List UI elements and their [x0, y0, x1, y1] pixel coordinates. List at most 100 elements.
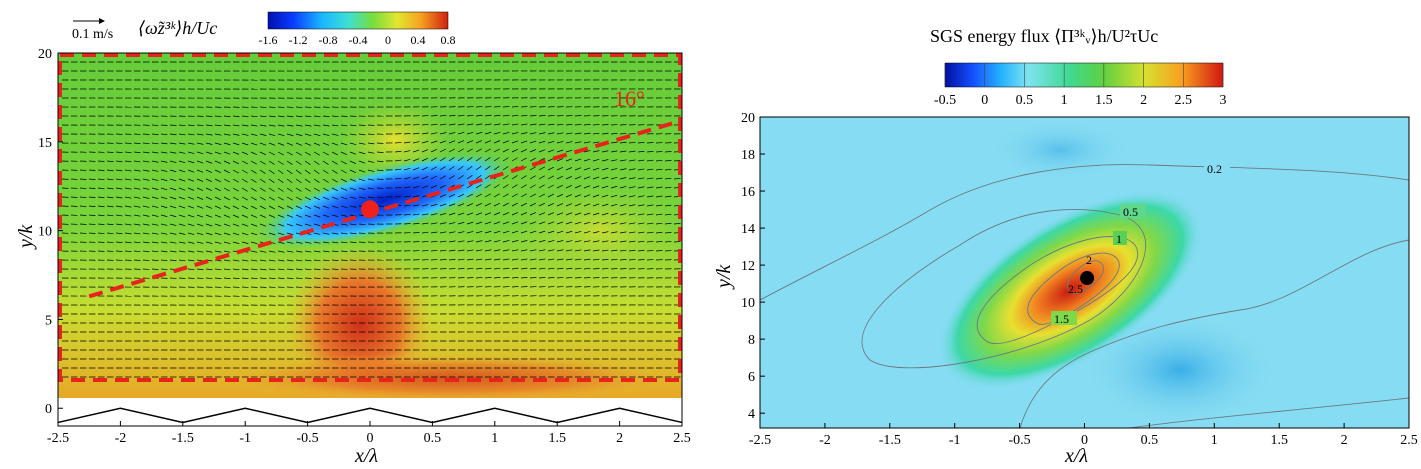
x-tick-label: 2 [616, 431, 623, 446]
velocity-vector [493, 123, 501, 126]
velocity-vector [241, 169, 248, 174]
velocity-vector [592, 124, 600, 126]
velocity-vector [205, 133, 213, 136]
velocity-vector [493, 212, 501, 216]
velocity-vector [232, 259, 240, 262]
velocity-vector [295, 187, 302, 192]
velocity-vector [88, 232, 96, 234]
velocity-vector [124, 142, 132, 144]
left-y-axis-label: y/k [15, 224, 37, 250]
velocity-vector [331, 196, 339, 200]
velocity-vector [295, 259, 303, 262]
velocity-vector [556, 123, 564, 126]
velocity-vector [88, 178, 96, 180]
colorbar-tick-label: 0 [385, 33, 391, 47]
velocity-vector [619, 249, 627, 252]
velocity-vector [295, 277, 303, 279]
velocity-vector [628, 168, 636, 171]
velocity-vector [484, 123, 492, 126]
velocity-vector [295, 115, 303, 118]
velocity-vector [574, 258, 582, 261]
velocity-vector [151, 241, 159, 244]
velocity-vector [421, 132, 429, 135]
velocity-vector [133, 142, 141, 144]
velocity-vector [421, 185, 429, 189]
velocity-vector [106, 160, 114, 162]
velocity-vector [160, 223, 168, 226]
velocity-vector [574, 277, 582, 279]
velocity-vector [331, 187, 339, 192]
velocity-vector [547, 115, 555, 117]
velocity-vector [304, 223, 312, 227]
velocity-vector [205, 142, 213, 145]
velocity-vector [547, 258, 555, 261]
velocity-vector [475, 157, 482, 162]
velocity-vector [619, 240, 627, 243]
velocity-vector [628, 159, 636, 162]
velocity-vector [331, 259, 339, 261]
velocity-vector [106, 214, 114, 217]
velocity-vector [286, 133, 294, 137]
velocity-vector [304, 151, 311, 156]
velocity-vector [340, 169, 347, 174]
velocity-vector [619, 204, 627, 207]
velocity-vector [169, 259, 177, 262]
velocity-vector [241, 133, 249, 136]
contour-label-25: 2.5 [1068, 282, 1083, 296]
velocity-vector [484, 148, 491, 153]
velocity-vector [412, 158, 420, 162]
velocity-vector [646, 240, 654, 243]
velocity-vector [619, 231, 627, 234]
velocity-vector [412, 241, 420, 243]
velocity-vector [583, 141, 591, 144]
velocity-vector [466, 140, 474, 144]
velocity-vector [322, 214, 330, 218]
contour-label-05: 0.5 [1123, 205, 1138, 219]
velocity-vector [331, 124, 339, 127]
velocity-vector [574, 185, 582, 189]
velocity-vector [124, 223, 132, 226]
velocity-vector [340, 151, 348, 155]
velocity-vector [502, 240, 510, 243]
velocity-vector [430, 213, 438, 216]
velocity-vector [205, 214, 213, 218]
velocity-vector [187, 196, 195, 200]
velocity-vector [88, 214, 96, 216]
velocity-vector [259, 124, 267, 127]
velocity-vector [439, 157, 446, 162]
velocity-vector [268, 169, 275, 174]
velocity-vector [430, 185, 438, 189]
left-panel: 0.1 m/s ⟨ω̃z³ᵏ⟩h/Uc -1.6 -1.2 -0.8 -0.4 0 0.4… [15, 11, 691, 467]
velocity-vector [475, 202, 483, 207]
velocity-vector [232, 178, 239, 183]
velocity-vector [268, 250, 276, 253]
velocity-vector [313, 205, 321, 209]
velocity-vector [187, 133, 195, 136]
velocity-vector [583, 258, 591, 261]
velocity-vector [340, 214, 348, 217]
velocity-vector [331, 241, 339, 244]
velocity-vector [106, 205, 114, 208]
velocity-vector [511, 267, 519, 270]
velocity-vector [115, 151, 123, 153]
velocity-vector [394, 177, 402, 180]
velocity-vector [439, 184, 447, 189]
velocity-vector [223, 250, 231, 253]
y-tick-label: 10 [741, 296, 755, 311]
velocity-vector [286, 115, 294, 118]
right-colorbar-ticks: -0.5 0 0.5 1 1.5 2 2.5 3 [934, 63, 1227, 108]
velocity-vector [106, 223, 114, 226]
velocity-vector [574, 203, 582, 207]
velocity-vector [574, 141, 582, 144]
velocity-vector [412, 167, 420, 171]
velocity-vector [529, 277, 537, 279]
velocity-vector [421, 140, 429, 144]
colorbar-tick-label: 1 [1061, 93, 1068, 108]
velocity-vector [313, 214, 321, 218]
velocity-vector [430, 231, 438, 234]
velocity-vector [133, 223, 141, 226]
velocity-vector [493, 230, 501, 234]
velocity-vector [223, 214, 231, 218]
velocity-vector [457, 203, 465, 207]
velocity-vector [538, 202, 546, 207]
